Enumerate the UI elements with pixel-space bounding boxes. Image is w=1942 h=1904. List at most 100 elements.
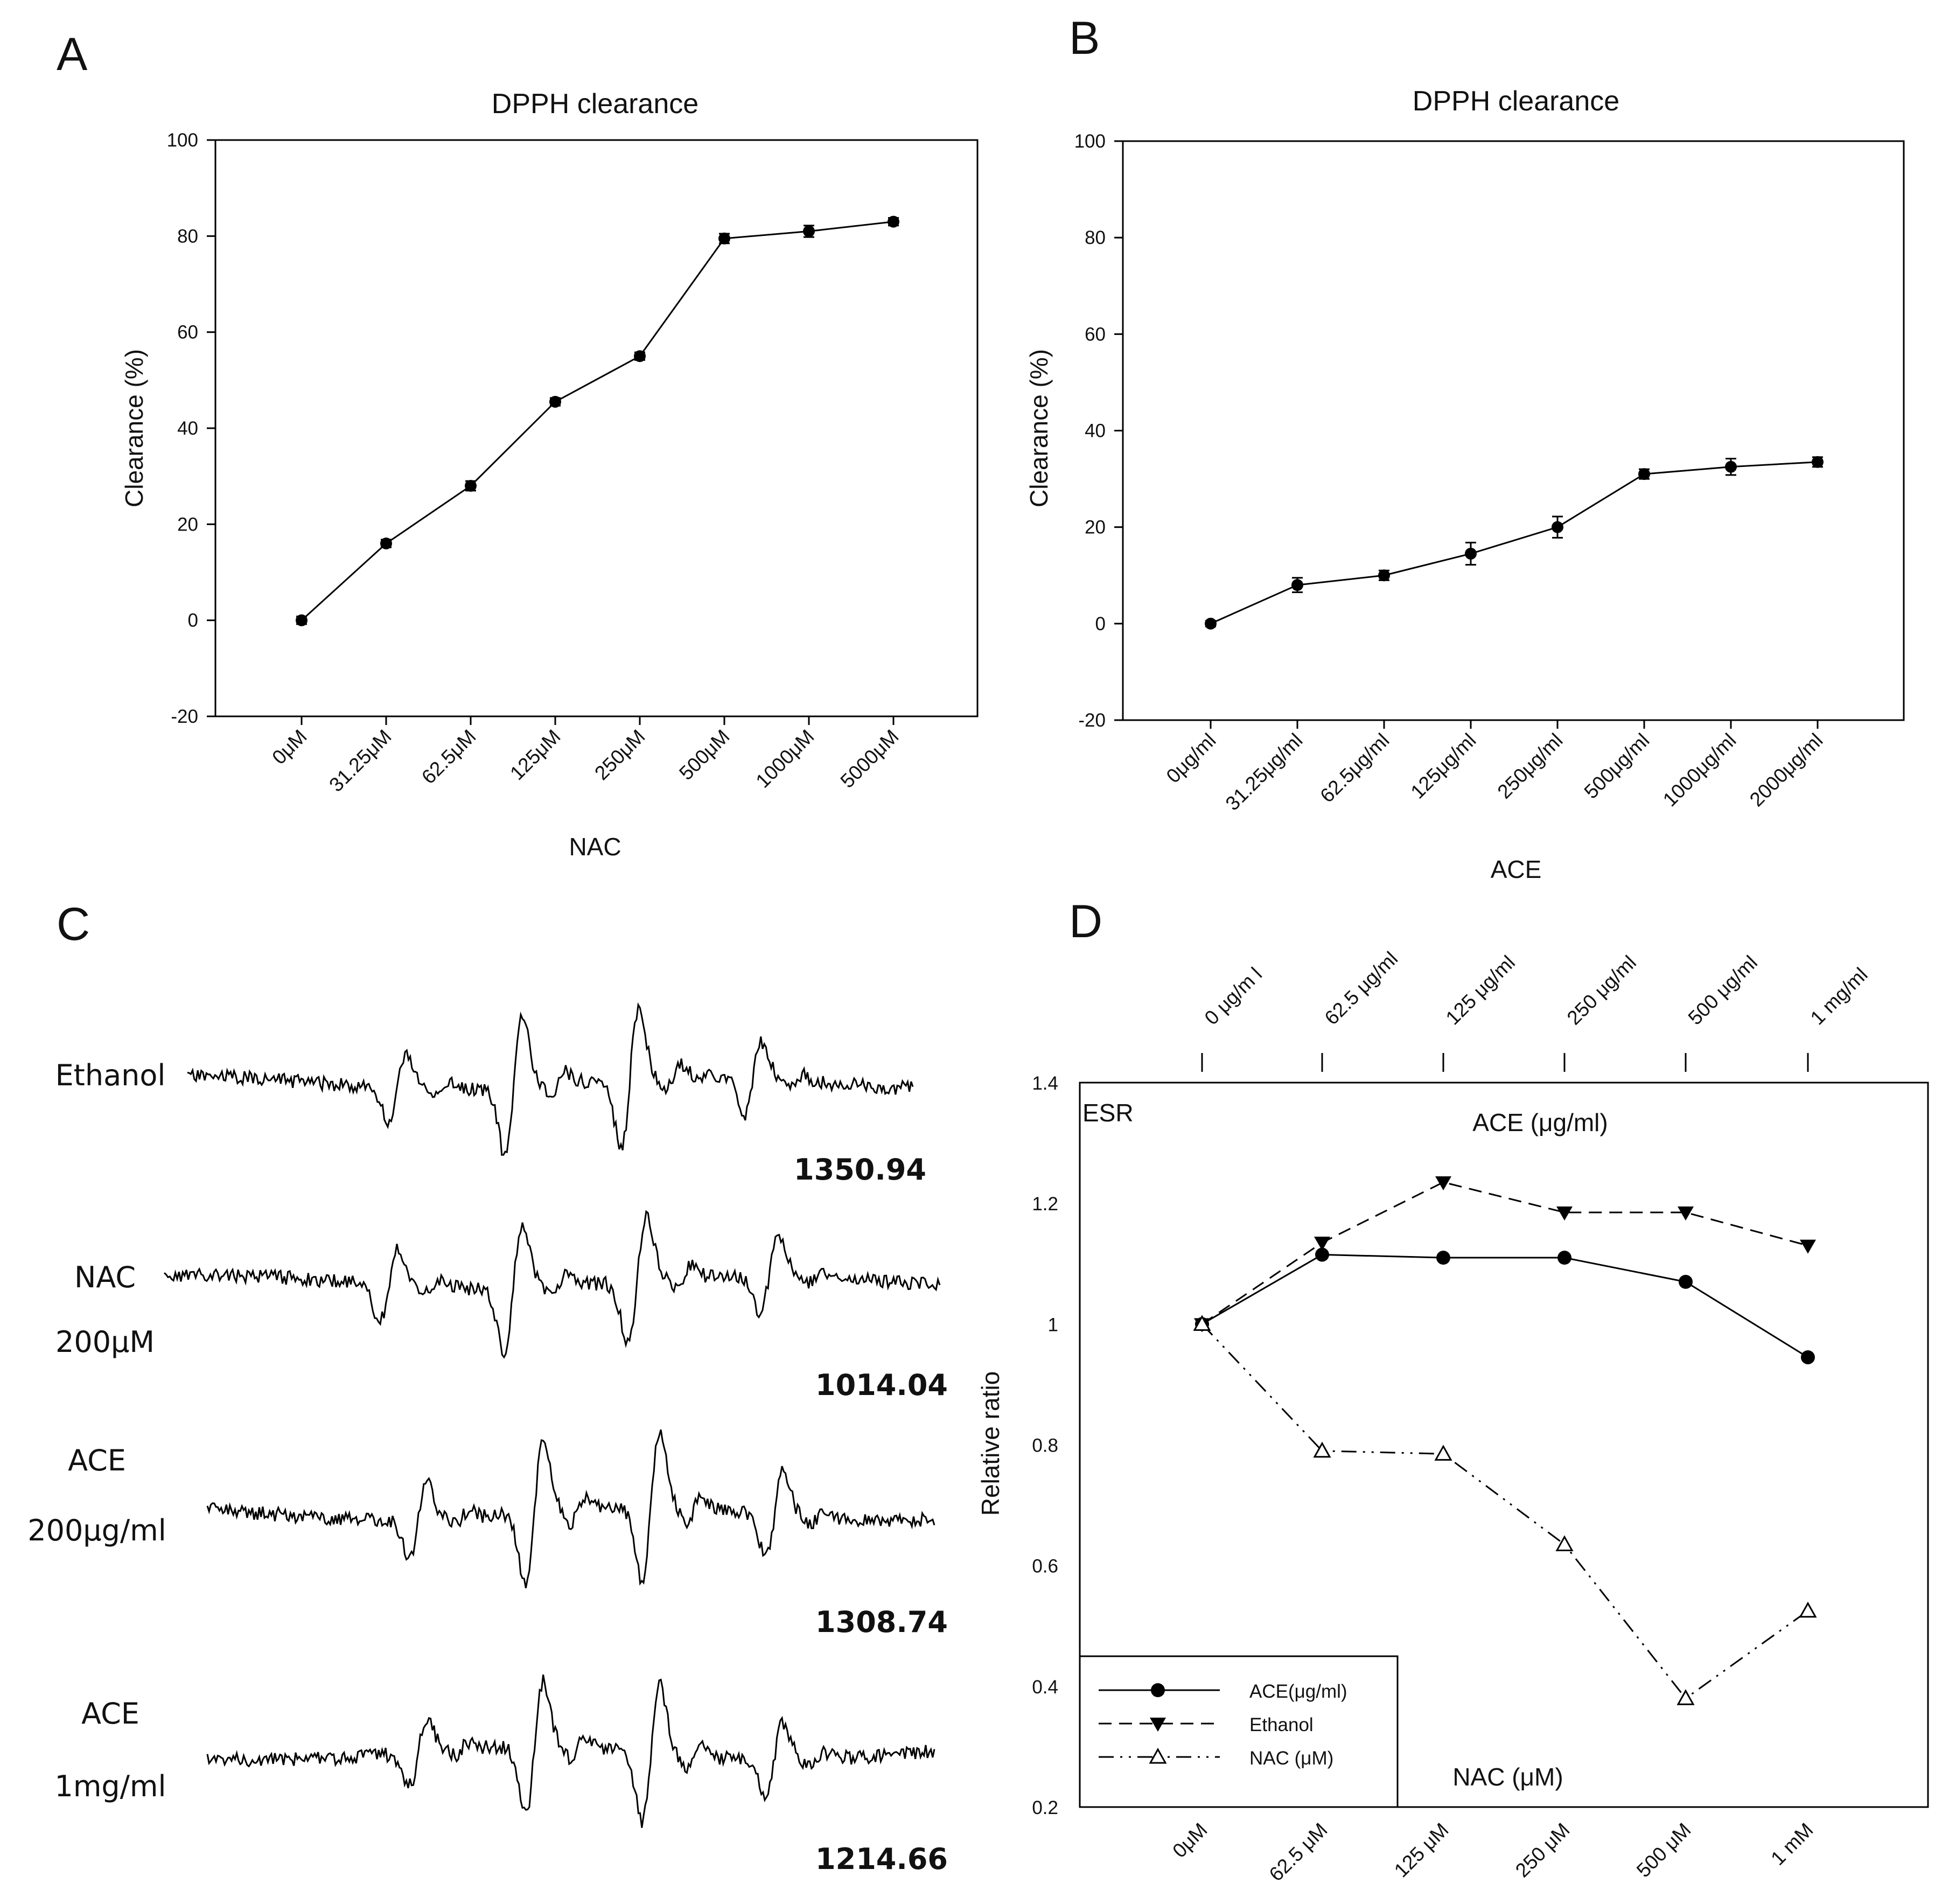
legend-marker	[1149, 1747, 1167, 1764]
y-tick-label: 20	[1085, 517, 1106, 538]
data-point	[1436, 1251, 1450, 1265]
data-point	[380, 538, 392, 549]
series-line	[1201, 1181, 1808, 1325]
legend-marker	[1151, 1683, 1165, 1697]
y-tick-label: 0.8	[1032, 1435, 1058, 1456]
data-point	[1205, 617, 1217, 630]
series-line	[1201, 1253, 1808, 1358]
data-point	[1679, 1274, 1693, 1289]
data-point	[1557, 1251, 1571, 1265]
data-point	[1801, 1350, 1815, 1364]
series-line	[301, 221, 894, 621]
top-tick-label: 125 μg/ml	[1442, 951, 1519, 1029]
y-tick-label: 0	[1095, 613, 1106, 634]
panel-c-esr-spectra: Ethanol 1350.94 NAC 200μM 1014.04 ACE 200μg/ml…	[27, 1002, 948, 1876]
top-tick-label: 0 μg/m l	[1200, 963, 1267, 1029]
esr-trace	[206, 1429, 935, 1588]
x-tick-label: 0μg/ml	[1162, 729, 1220, 787]
data-point	[718, 232, 730, 245]
bottom-tick-label: 250 μM	[1511, 1819, 1574, 1882]
x-tick-label: 62.5μg/ml	[1316, 729, 1393, 807]
data-point	[1725, 461, 1737, 473]
panel-d-top-axis-title: ACE (μg/ml)	[1472, 1108, 1608, 1136]
x-tick-label: 250μg/ml	[1493, 729, 1567, 803]
y-tick-label: 80	[1085, 227, 1106, 248]
y-tick-label: 0.6	[1032, 1556, 1058, 1577]
panel-d-plot-frame	[1079, 1082, 1929, 1808]
data-point	[1638, 468, 1650, 480]
y-tick-label: -20	[1078, 710, 1106, 731]
y-tick-label: 20	[177, 514, 198, 535]
data-point	[549, 395, 561, 408]
data-point	[1812, 456, 1824, 468]
data-point	[1434, 1445, 1452, 1461]
panel-letter-d: D	[1069, 896, 1102, 947]
y-tick-label: 40	[1085, 421, 1106, 442]
panel-a-plot-frame	[214, 139, 979, 717]
data-point	[1465, 547, 1477, 560]
panel-d-ylabel: Relative ratio	[976, 1371, 1004, 1516]
top-tick-label: 500 μg/ml	[1684, 951, 1762, 1029]
legend-label: Ethanol	[1249, 1714, 1314, 1735]
panel-d-bottom-axis-title: NAC (μM)	[1452, 1763, 1563, 1791]
data-point	[1315, 1247, 1329, 1262]
data-point	[888, 215, 899, 228]
esr-trace	[187, 1002, 914, 1156]
y-tick-label: 100	[1074, 131, 1106, 152]
data-point	[296, 614, 308, 626]
esr-trace	[164, 1210, 941, 1359]
y-tick-label: 80	[177, 226, 198, 247]
data-point	[1378, 569, 1390, 582]
x-tick-label: 250μM	[590, 726, 649, 785]
y-tick-label: 100	[167, 130, 198, 151]
data-point	[1193, 1315, 1211, 1331]
x-tick-label: 31.25μg/ml	[1221, 729, 1307, 815]
x-tick-label: 500μM	[675, 726, 734, 785]
esr-trace	[206, 1674, 935, 1828]
panel-d-legend: ACE(μg/ml) Ethanol NAC (μM)	[1079, 1655, 1399, 1808]
x-tick-label: 500μg/ml	[1580, 729, 1654, 803]
top-tick-label: 1 mg/ml	[1806, 964, 1872, 1029]
bottom-tick-label: 0μM	[1168, 1819, 1211, 1862]
data-point	[803, 225, 815, 238]
panel-letter-a: A	[57, 29, 88, 80]
y-tick-label: 1	[1048, 1314, 1058, 1335]
x-tick-label: 1000μM	[752, 726, 819, 792]
data-point	[465, 480, 477, 492]
data-point	[1676, 1689, 1695, 1705]
esr-intensity-value: 1214.66	[815, 1842, 948, 1876]
x-tick-label: 125μg/ml	[1407, 729, 1480, 803]
data-point	[1678, 1206, 1694, 1220]
esr-trace-label: Ethanol	[55, 1058, 166, 1092]
data-point	[1799, 1601, 1817, 1618]
series-line	[1201, 1323, 1808, 1700]
y-tick-label: -20	[171, 706, 198, 727]
esr-trace-label: 200μg/ml	[27, 1514, 166, 1547]
top-tick-label: 250 μg/ml	[1563, 951, 1640, 1029]
panel-d-legend-box	[1079, 1655, 1399, 1808]
data-point	[1291, 579, 1303, 591]
data-point	[1314, 1237, 1330, 1251]
x-tick-label: 1000μg/ml	[1659, 729, 1741, 811]
y-tick-label: 0	[188, 610, 198, 631]
data-point	[1800, 1239, 1816, 1254]
data-point	[1435, 1176, 1451, 1190]
data-point	[1313, 1441, 1331, 1458]
legend-label: ACE(μg/ml)	[1249, 1681, 1347, 1702]
panel-a-chart: DPPH clearance NAC Clearance (%) -20 0 20 4…	[120, 88, 979, 861]
esr-intensity-value: 1308.74	[815, 1605, 948, 1639]
x-tick-label: 0μM	[268, 726, 311, 769]
esr-intensity-value: 1350.94	[794, 1153, 926, 1187]
data-point	[634, 350, 646, 362]
esr-intensity-value: 1014.04	[815, 1368, 948, 1402]
panel-d-chart: ESR ACE (μg/ml) NAC (μM) Relative ratio …	[976, 947, 1929, 1886]
panel-d-annotation: ESR	[1082, 1099, 1134, 1127]
x-tick-label: 125μM	[506, 726, 565, 785]
panel-b-ylabel: Clearance (%)	[1025, 349, 1053, 507]
top-tick-label: 62.5 μg/ml	[1321, 947, 1402, 1029]
legend-marker	[1150, 1718, 1166, 1732]
y-tick-label: 60	[177, 322, 198, 343]
bottom-tick-label: 125 μM	[1390, 1819, 1453, 1882]
data-point	[1555, 1535, 1574, 1551]
esr-trace-label: NAC	[74, 1260, 136, 1294]
